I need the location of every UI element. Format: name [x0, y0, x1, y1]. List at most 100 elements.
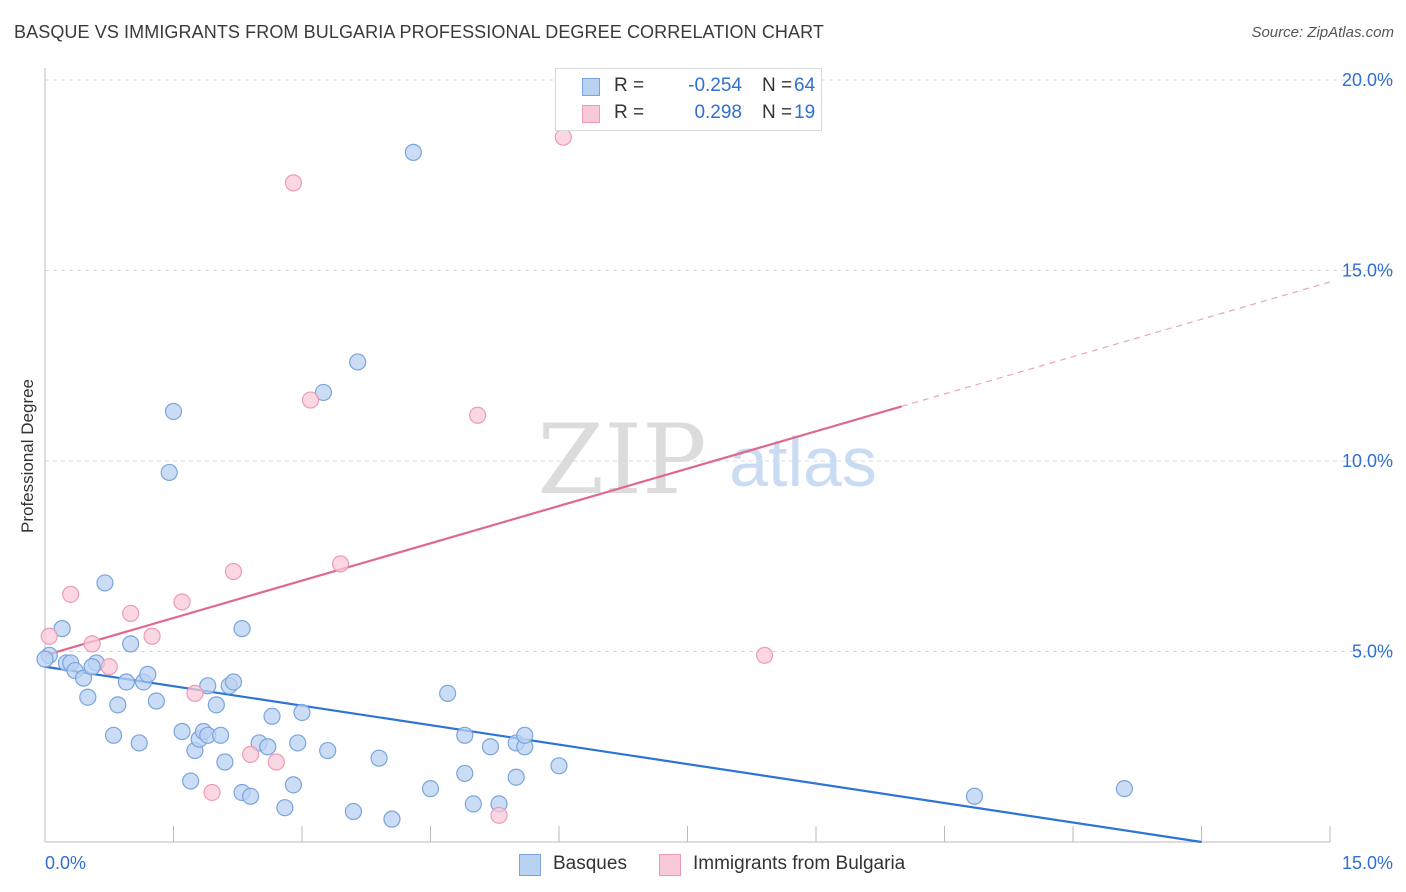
- point-basques: [464, 795, 482, 813]
- point-bulgaria: [62, 585, 80, 603]
- point-basques: [122, 635, 140, 653]
- point-bulgaria: [301, 391, 320, 409]
- point-basques: [370, 749, 388, 767]
- point-bulgaria: [203, 783, 221, 802]
- legend-n-value: 64: [794, 75, 816, 96]
- point-basques: [212, 726, 230, 744]
- point-bulgaria: [100, 658, 118, 676]
- point-bulgaria: [186, 684, 204, 703]
- point-bulgaria: [224, 562, 243, 581]
- point-basques: [53, 620, 71, 638]
- point-basques: [139, 665, 157, 683]
- point-basques: [314, 383, 333, 402]
- point-basques: [36, 650, 54, 668]
- legend-n-label: N =: [762, 75, 793, 96]
- point-basques: [481, 738, 500, 756]
- point-basques: [224, 673, 243, 691]
- legend-label-bulgaria: Immigrants from Bulgaria: [693, 853, 906, 874]
- point-basques: [1115, 780, 1134, 798]
- x-tick-label: 0.0%: [45, 853, 86, 873]
- y-tick-label: 15.0%: [1342, 261, 1393, 281]
- source-credit: Source: ZipAtlas.com: [1251, 24, 1394, 41]
- series-legend: Basques Immigrants from Bulgaria: [0, 852, 1406, 878]
- trend-lines: [44, 281, 1331, 844]
- point-bulgaria: [755, 646, 774, 664]
- point-bulgaria: [469, 406, 487, 424]
- legend-r-label: R =: [614, 102, 645, 123]
- y-tick-label: 5.0%: [1352, 642, 1393, 662]
- x-tick-label: 15.0%: [1342, 853, 1393, 873]
- point-bulgaria: [173, 593, 191, 611]
- point-basques: [456, 726, 474, 744]
- point-basques: [344, 802, 362, 821]
- legend-swatch-basques: [519, 854, 541, 876]
- trend-line-extension: [901, 281, 1331, 407]
- legend-n-label: N =: [762, 102, 793, 123]
- gridlines: [45, 79, 1393, 652]
- point-basques: [349, 353, 367, 371]
- point-basques: [289, 734, 307, 752]
- point-basques: [96, 574, 114, 592]
- point-basques: [117, 673, 135, 691]
- point-basques: [276, 799, 294, 817]
- point-bulgaria: [490, 806, 508, 824]
- point-basques: [550, 757, 568, 775]
- point-basques: [147, 692, 165, 710]
- point-basques: [263, 707, 281, 725]
- point-basques: [284, 776, 303, 794]
- point-basques: [421, 780, 440, 798]
- point-basques: [182, 772, 200, 790]
- watermark: ZIP atlas: [537, 404, 877, 516]
- watermark-zip: ZIP: [537, 404, 706, 516]
- trend-line-basques: [44, 665, 1202, 844]
- point-basques: [83, 658, 101, 676]
- legend-swatch-bulgaria: [659, 854, 681, 876]
- point-bulgaria: [83, 635, 101, 653]
- stats-legend: R = -0.254 N = 64 R = 0.298 N = 19: [555, 68, 822, 131]
- y-axis-label: Professional Degree: [18, 378, 37, 534]
- point-basques: [259, 738, 277, 756]
- point-basques: [173, 722, 191, 741]
- legend-swatch-bulgaria: [582, 105, 600, 123]
- data-points: [36, 128, 1134, 828]
- trend-line-bulgaria: [44, 405, 902, 657]
- point-bulgaria: [242, 745, 260, 763]
- legend-n-value: 19: [794, 102, 816, 123]
- point-basques: [293, 703, 311, 722]
- point-basques: [199, 677, 217, 695]
- point-basques: [383, 810, 401, 828]
- axes: [44, 68, 1331, 843]
- point-basques: [216, 753, 234, 771]
- point-basques: [507, 768, 525, 786]
- point-basques: [160, 463, 178, 482]
- legend-r-label: R =: [614, 75, 645, 96]
- tick-labels: 5.0% 10.0% 15.0% 20.0% 0.0% 15.0%: [45, 70, 1393, 873]
- point-basques: [319, 741, 337, 760]
- point-basques: [404, 143, 422, 161]
- point-bulgaria: [40, 627, 58, 645]
- point-bulgaria: [122, 604, 140, 623]
- point-bulgaria: [331, 555, 350, 573]
- point-basques: [242, 787, 260, 805]
- chart-title: BASQUE VS IMMIGRANTS FROM BULGARIA PROFE…: [14, 22, 825, 42]
- point-basques: [104, 726, 123, 744]
- legend-label-basques: Basques: [553, 853, 627, 874]
- legend-swatch-basques: [582, 78, 600, 96]
- point-basques: [439, 684, 457, 703]
- legend-r-value: 0.298: [694, 102, 742, 123]
- point-basques: [233, 620, 251, 638]
- point-basques: [130, 734, 148, 752]
- y-tick-label: 10.0%: [1342, 451, 1393, 471]
- y-tick-label: 20.0%: [1342, 70, 1393, 90]
- point-bulgaria: [143, 627, 161, 645]
- point-basques: [79, 688, 97, 706]
- point-bulgaria: [554, 128, 572, 146]
- point-bulgaria: [284, 174, 303, 192]
- point-basques: [109, 696, 127, 714]
- point-bulgaria: [267, 753, 285, 771]
- point-basques: [456, 764, 474, 783]
- legend-r-value: -0.254: [688, 75, 742, 96]
- point-basques: [74, 669, 93, 687]
- point-basques: [516, 726, 534, 744]
